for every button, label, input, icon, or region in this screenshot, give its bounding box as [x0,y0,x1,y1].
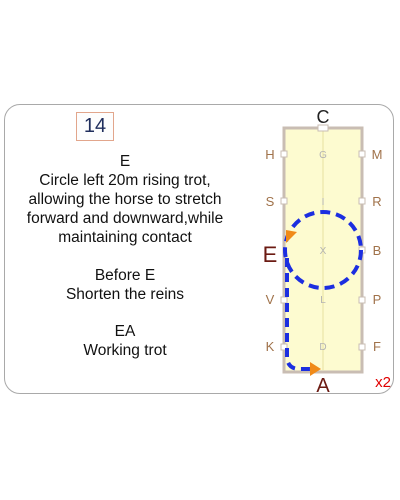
repeat-count: x2 [375,374,391,391]
movement-1-line-3: forward and downward,while [26,210,224,227]
circle-path [283,210,363,290]
marker-letter-a: A [316,375,330,397]
marker-letter-p: P [373,292,382,307]
marker-tick-v [280,296,288,304]
movement-1-line-4: maintaining contact [58,229,192,246]
marker-tick-h [280,150,288,158]
movement-2: Before E Shorten the reins [10,266,240,304]
marker-letter-h: H [265,147,274,162]
marker-letter-e: E [263,242,278,267]
marker-tick-r [358,197,366,205]
marker-letter-b: B [373,243,382,258]
centre-letter-g: G [319,150,327,161]
marker-letter-s: S [266,194,275,209]
movement-3-marker: EA [114,323,136,340]
marker-tick-k [280,343,288,351]
movement-2-line-1: Shorten the reins [65,286,185,303]
marker-letter-v: V [266,292,275,307]
movement-3: EA Working trot [10,322,240,360]
movement-3-line-1: Working trot [83,342,167,359]
marker-letter-f: F [373,339,381,354]
marker-letter-m: M [372,147,383,162]
movement-2-marker: Before E [94,267,156,284]
centre-letter-d: D [319,342,326,353]
marker-tick-s [280,197,288,205]
test-number-badge: 14 [76,112,114,141]
marker-tick-p [358,296,366,304]
marker-letter-k: K [266,339,275,354]
centre-letter-l: L [320,295,326,306]
movement-1-marker: E [119,153,131,170]
marker-tick-c [317,124,329,132]
marker-tick-m [358,150,366,158]
marker-letter-c: C [317,107,330,127]
movement-1-line-1: Circle left 20m rising trot, [39,172,211,189]
centre-letter-i: I [322,197,325,208]
direction-arrow-e [286,230,297,243]
direction-arrow-a [310,362,321,376]
track-path-e-to-a [285,258,312,371]
movement-1: E Circle left 20m rising trot, allowing … [10,152,240,247]
marker-tick-f [358,343,366,351]
marker-letter-r: R [372,194,381,209]
movement-1-line-2: allowing the horse to stretch [28,191,222,208]
centre-letter-x: X [320,246,327,257]
